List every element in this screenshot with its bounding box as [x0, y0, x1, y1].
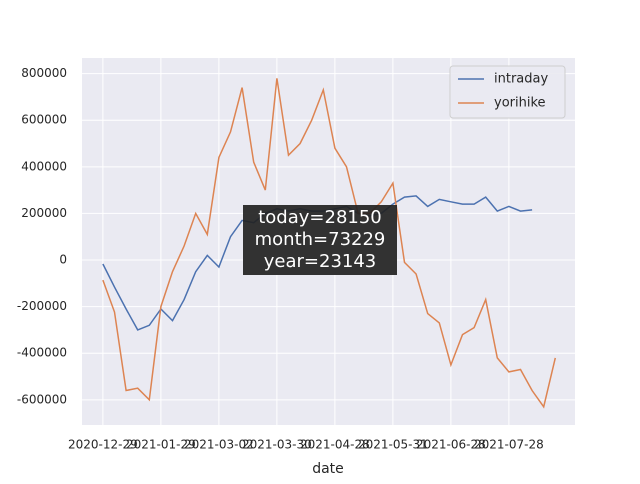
y-tick-label: -200000 [17, 299, 67, 313]
annotation-box [243, 205, 397, 275]
y-tick-label: 200000 [21, 206, 67, 220]
y-tick-label: 800000 [21, 66, 67, 80]
annotation-text: year=23143 [264, 251, 377, 272]
x-tick-label: 2021-05-31 [358, 438, 428, 452]
y-tick-label: -600000 [17, 392, 67, 406]
x-axis-label: date [312, 461, 344, 477]
annotation-text: today=28150 [258, 207, 382, 228]
x-tick-label: 2021-07-28 [474, 438, 544, 452]
y-tick-label: -400000 [17, 346, 67, 360]
legend-label: intraday [494, 72, 548, 87]
annotation-text: month=73229 [255, 229, 386, 250]
x-tick-label: 2021-03-30 [242, 438, 312, 452]
x-tick-label: 2021-04-28 [300, 438, 370, 452]
y-tick-label: 600000 [21, 113, 67, 127]
x-tick-label: 2020-12-29 [68, 438, 138, 452]
y-tick-label: 400000 [21, 159, 67, 173]
legend: intraday yorihike [449, 65, 566, 119]
series-line [102, 78, 557, 409]
ticks: -600000 -400000 -200000 0 200000 400000 600000… [17, 66, 544, 451]
x-tick-label: 2021-06-28 [416, 438, 486, 452]
y-tick-label: 0 [59, 253, 67, 267]
x-tick-label: 2021-01-29 [126, 438, 196, 452]
x-tick-label: 2021-03-02 [184, 438, 254, 452]
legend-label: yorihike [494, 96, 546, 111]
grid [82, 58, 575, 425]
